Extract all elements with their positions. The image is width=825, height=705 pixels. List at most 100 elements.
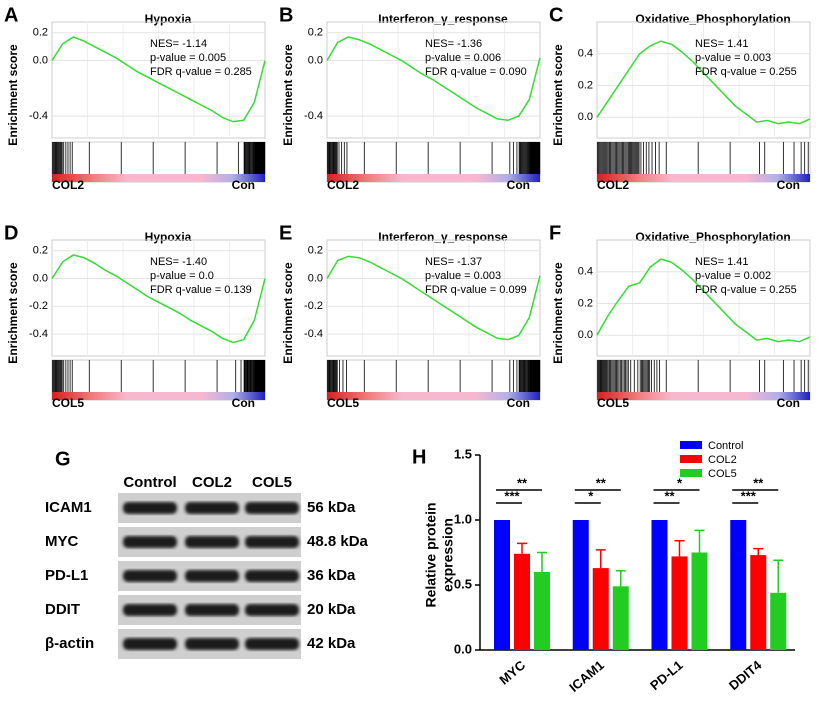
significance-label: * (588, 488, 594, 503)
significance-label: *** (741, 488, 757, 503)
legend-swatch (680, 441, 702, 449)
y-tick-label: -0.4 (304, 110, 323, 122)
y-axis-label: Enrichment score (281, 262, 295, 364)
y-axis-label: Enrichment score (6, 262, 20, 364)
annotation: NES= -1.36 (425, 38, 482, 50)
annotation: p-value = 0.002 (695, 270, 771, 282)
y-tick-label: 0.4 (578, 266, 593, 278)
annotation: p-value = 0.003 (425, 270, 501, 282)
group-label: COL5 (52, 396, 84, 410)
protein-label: MYC (45, 533, 79, 550)
bar (494, 520, 510, 650)
annotation: p-value = 0.003 (695, 52, 771, 64)
bar (691, 552, 708, 650)
enrichment-line (596, 40, 811, 125)
y-tick-label: 0.2 (578, 297, 593, 309)
bar (671, 556, 688, 650)
significance-label: ** (664, 488, 675, 503)
annotation: FDR q-value = 0.255 (695, 66, 797, 78)
protein-label: β-actin (45, 635, 94, 652)
rank-bar (52, 392, 265, 400)
blot-band (123, 502, 177, 514)
y-axis-label: Enrichment score (551, 262, 565, 364)
annotation: FDR q-value = 0.285 (150, 66, 252, 78)
annotation: FDR q-value = 0.139 (150, 284, 252, 296)
annotation: FDR q-value = 0.255 (695, 284, 797, 296)
y-tick-label: -0.4 (29, 110, 48, 122)
y-tick-label: 0.2 (578, 79, 593, 91)
blot-band (245, 536, 299, 548)
bar (534, 572, 550, 650)
size-label: 20 kDa (307, 601, 356, 618)
panel-label: F (549, 222, 561, 244)
panel-label: H (412, 446, 426, 468)
y-axis-label: Relative protein (423, 502, 439, 607)
error-bar (773, 559, 784, 593)
y-tick-label: -0.4 (304, 328, 323, 340)
group-label: Con (232, 178, 255, 192)
significance-label: * (677, 475, 683, 490)
legend-label: COL2 (708, 454, 737, 466)
blot-band (185, 638, 239, 650)
blot-band (245, 502, 299, 514)
column-label: COL5 (252, 474, 292, 491)
significance-label: ** (517, 475, 528, 490)
legend-label: COL5 (708, 468, 737, 480)
annotation: NES= -1.40 (150, 256, 207, 268)
enrichment-line (326, 255, 541, 341)
panel-title: Oxidative_Phosphorylation (635, 12, 790, 26)
blot-band (123, 536, 177, 548)
bar (612, 586, 629, 650)
annotation: p-value = 0.005 (150, 52, 226, 64)
y-tick-label: -0.4 (29, 328, 48, 340)
protein-label: ICAM1 (45, 499, 92, 516)
annotation: NES= 1.41 (695, 38, 749, 50)
y-tick-label: 0.2 (308, 245, 323, 257)
panel-label: E (279, 222, 292, 244)
y-axis-label: Enrichment score (6, 44, 20, 146)
panel-label: C (549, 4, 563, 26)
y-tick-label: 0.0 (33, 272, 48, 284)
annotation: FDR q-value = 0.090 (425, 66, 527, 78)
enrichment-line (51, 36, 266, 123)
annotation: p-value = 0.006 (425, 52, 501, 64)
y-tick-label: 1.0 (454, 511, 472, 526)
y-tick-label: -0.2 (304, 300, 323, 312)
y-tick-label: 0.2 (33, 245, 48, 257)
group-label: Con (777, 178, 800, 192)
panel-title: Hypoxia (145, 12, 192, 26)
x-tick-label: MYC (496, 657, 528, 687)
bar (572, 520, 589, 650)
group-label: Con (232, 396, 255, 410)
x-tick-label: DDIT4 (726, 657, 765, 693)
y-tick-label: 0.0 (33, 54, 48, 66)
panel-label: G (55, 448, 71, 470)
annotation: NES= 1.41 (695, 256, 749, 268)
group-label: Con (507, 178, 530, 192)
group-label: Con (777, 396, 800, 410)
group-label: COL2 (327, 178, 359, 192)
legend-swatch (680, 469, 702, 477)
error-bar (753, 547, 764, 556)
y-tick-label: 0.0 (578, 111, 593, 123)
bar (750, 555, 767, 650)
annotation: NES= -1.14 (150, 38, 207, 50)
y-axis-label: Enrichment score (551, 44, 565, 146)
error-bar (517, 542, 527, 554)
size-label: 56 kDa (307, 499, 356, 516)
rank-bar (327, 392, 540, 400)
column-label: COL2 (192, 474, 232, 491)
annotation: p-value = 0.0 (150, 270, 214, 282)
blot-band (123, 604, 177, 616)
bar (514, 553, 530, 650)
bar (651, 520, 668, 650)
error-bar (674, 540, 685, 557)
panel-label: A (4, 4, 18, 26)
enrichment-line (51, 254, 266, 344)
significance-label: ** (596, 475, 607, 490)
blot-band (185, 536, 239, 548)
group-label: COL5 (597, 396, 629, 410)
blot-band (123, 570, 177, 582)
blot-band (185, 604, 239, 616)
